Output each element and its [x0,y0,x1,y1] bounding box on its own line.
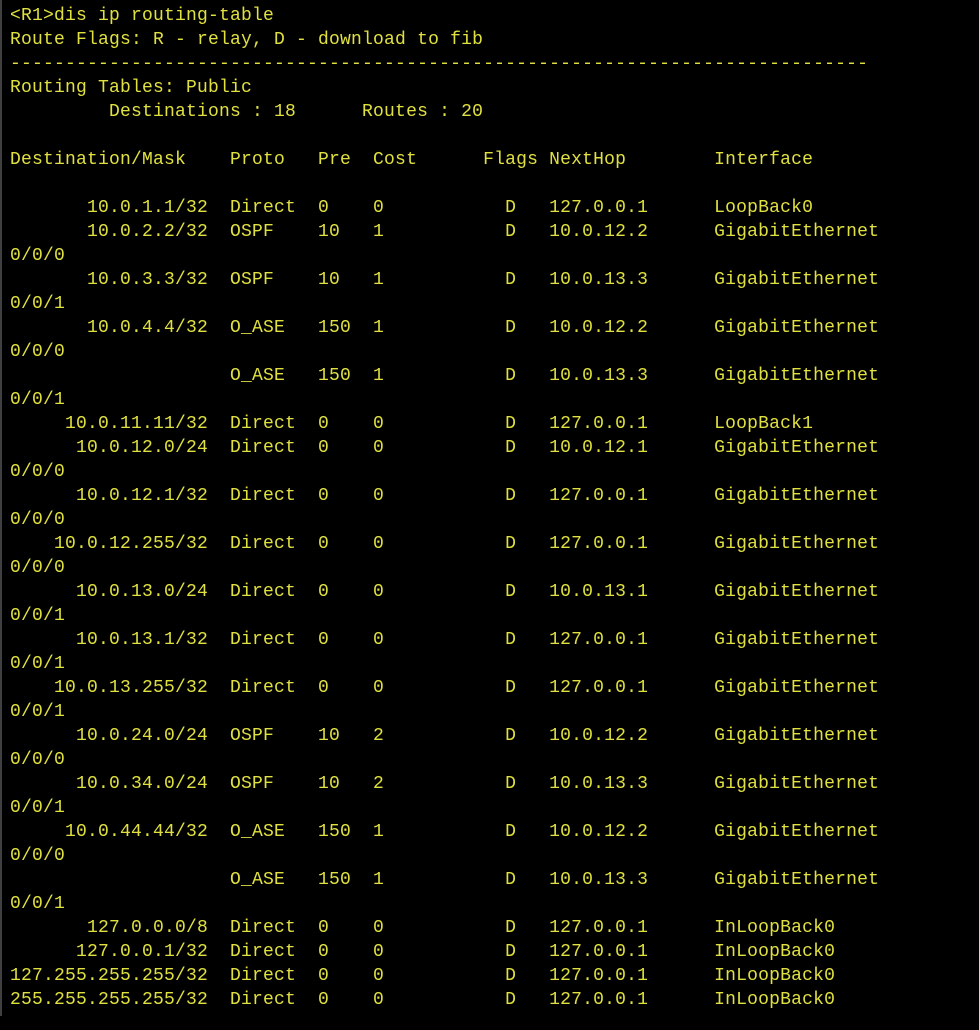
route-flags-legend: Route Flags: R - relay, D - download to … [10,30,483,50]
terminal-output: <R1>dis ip routing-table Route Flags: R … [0,0,979,1016]
summary-line: Destinations : 18 Routes : 20 [10,102,483,122]
divider-line: ----------------------------------------… [10,54,868,74]
cli-command[interactable]: dis ip routing-table [54,6,274,26]
cli-prompt: <R1> [10,6,54,26]
routing-tables-label: Routing Tables: Public [10,78,252,98]
table-header-row: Destination/Mask Proto Pre Cost Flags Ne… [10,150,813,170]
routing-table-body: 10.0.1.1/32 Direct 0 0 D 127.0.0.1 LoopB… [10,198,879,1010]
